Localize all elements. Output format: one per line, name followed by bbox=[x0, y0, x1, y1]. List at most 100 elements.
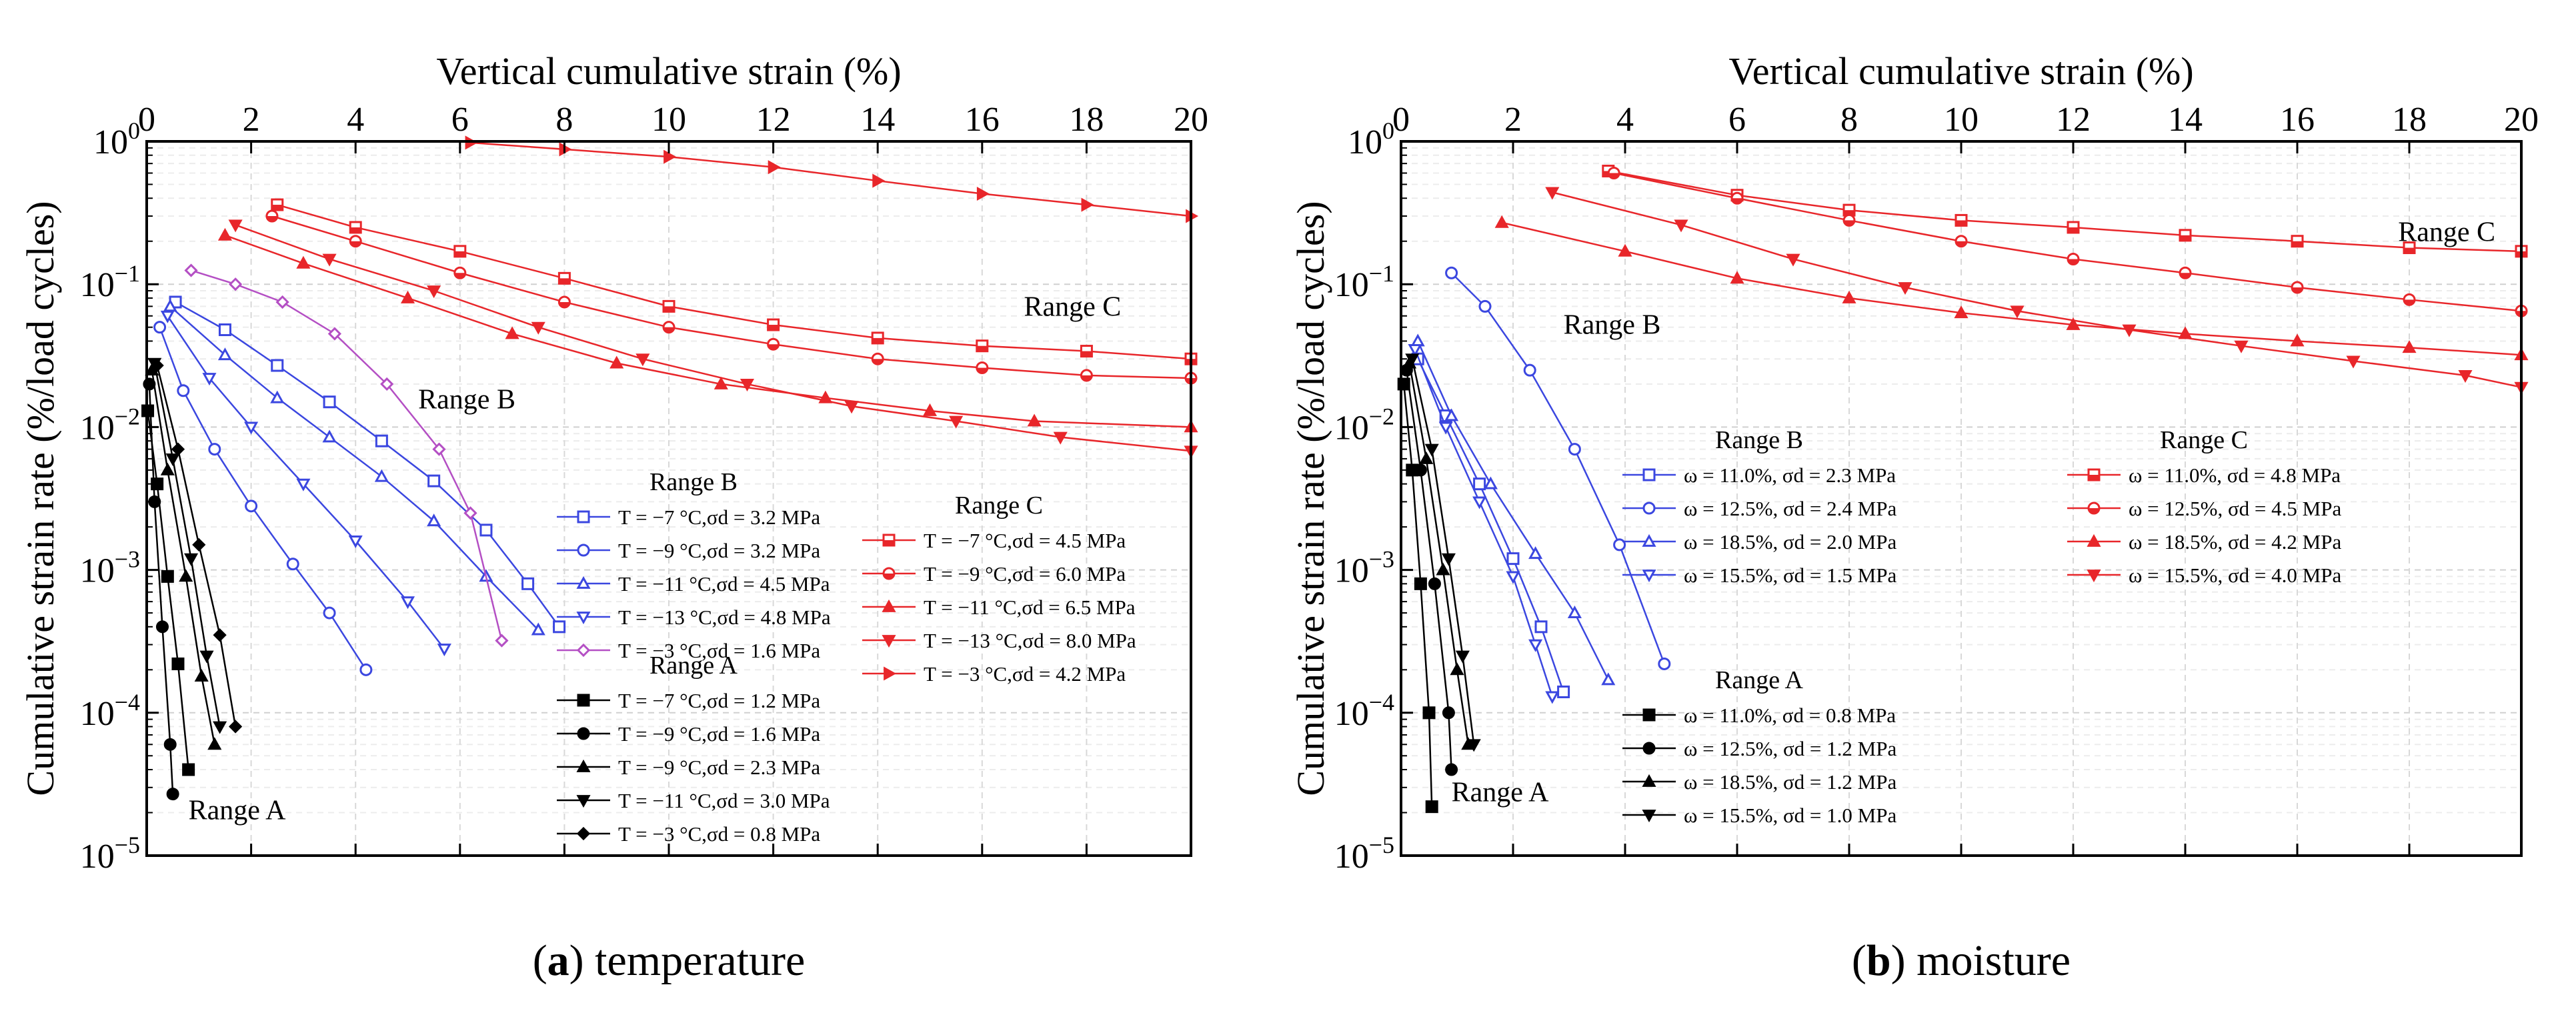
series-line bbox=[1450, 272, 1665, 664]
legend-marker bbox=[2087, 534, 2101, 547]
data-point-fill bbox=[872, 337, 884, 343]
caption-letter: b bbox=[1866, 936, 1891, 985]
data-point bbox=[218, 323, 231, 336]
series-b-0 bbox=[169, 295, 566, 634]
data-point-fill bbox=[1081, 375, 1092, 381]
legend-range-a: Range A ω = 11.0%, σd = 0.8 MPa ω = 12.5%,… bbox=[1622, 666, 1896, 827]
x-tick-label: 8 bbox=[1840, 101, 1858, 139]
data-point bbox=[194, 669, 209, 682]
data-point bbox=[323, 395, 336, 409]
data-point bbox=[1405, 353, 1420, 367]
x-tick-label: 10 bbox=[652, 101, 686, 139]
legend-marker bbox=[1642, 570, 1656, 583]
data-point bbox=[1425, 800, 1438, 814]
y-tick-label: 100 bbox=[93, 117, 140, 161]
legend-range-b: Range B T = −7 °C,σd = 3.2 MPa T = −9 °C,σ… bbox=[557, 468, 831, 662]
data-point bbox=[207, 737, 222, 750]
data-point bbox=[635, 353, 650, 367]
y-tick-label: 10−1 bbox=[80, 260, 140, 304]
legend-marker bbox=[577, 727, 590, 740]
y-tick-label: 10−3 bbox=[1334, 546, 1394, 590]
data-point bbox=[1506, 571, 1520, 584]
data-point bbox=[160, 462, 175, 475]
data-point bbox=[1444, 408, 1459, 421]
data-point bbox=[922, 403, 938, 416]
data-point bbox=[505, 326, 519, 339]
data-point bbox=[427, 285, 441, 299]
data-point bbox=[400, 596, 415, 610]
data-point bbox=[463, 506, 477, 520]
data-point bbox=[270, 390, 285, 403]
legend-marker bbox=[1642, 810, 1656, 823]
y-tick-label: 100 bbox=[1348, 117, 1394, 161]
data-point bbox=[1528, 546, 1543, 560]
panel-a-temperature: 0 2 4 6 8 10 12 14 16 18 20 Vertical cumulative str… bbox=[19, 49, 1208, 985]
range-label: Range C bbox=[1024, 292, 1121, 323]
x-tick-label: 6 bbox=[451, 101, 469, 139]
x-tick-label: 20 bbox=[1174, 101, 1208, 139]
legend-entry: T = −11 °C,σd = 3.0 MPa bbox=[618, 789, 830, 812]
series-b-2 bbox=[163, 299, 545, 636]
x-axis-title: Vertical cumulative strain (%) bbox=[1728, 49, 2193, 93]
data-point bbox=[150, 358, 164, 373]
data-point-fill bbox=[2292, 287, 2303, 293]
x-tick-label: 2 bbox=[1504, 101, 1522, 139]
data-point bbox=[165, 453, 180, 467]
data-point bbox=[1442, 706, 1455, 720]
legend-entry: T = −9 °C,σd = 3.2 MPa bbox=[618, 539, 820, 562]
data-point bbox=[177, 384, 190, 397]
data-point bbox=[1568, 443, 1581, 456]
legend-entry: ω = 12.5%, σd = 1.2 MPa bbox=[1684, 737, 1896, 760]
data-point bbox=[1842, 290, 1856, 303]
data-point bbox=[1450, 662, 1464, 676]
data-point-fill bbox=[559, 278, 570, 284]
y-tick-label: 10−4 bbox=[80, 689, 140, 733]
series-c-10 bbox=[271, 198, 1198, 365]
series-line bbox=[271, 215, 1192, 379]
legend-entry: ω = 15.5%, σd = 4.0 MPa bbox=[2129, 564, 2341, 587]
data-point bbox=[531, 321, 545, 335]
data-point bbox=[1466, 739, 1481, 752]
data-point bbox=[495, 634, 509, 648]
data-point bbox=[1567, 605, 1582, 618]
series-line bbox=[1608, 170, 2522, 253]
legend-entry: ω = 12.5%, σd = 2.4 MPa bbox=[1684, 497, 1896, 520]
data-point bbox=[1494, 215, 1509, 228]
series-line bbox=[277, 203, 1192, 360]
data-point bbox=[521, 577, 535, 590]
x-tick-label: 20 bbox=[2504, 101, 2539, 139]
data-point bbox=[1445, 763, 1458, 776]
data-point bbox=[2290, 333, 2305, 347]
data-point-fill bbox=[266, 216, 277, 222]
series-c-12 bbox=[217, 227, 1198, 433]
data-point bbox=[1545, 691, 1560, 704]
data-point bbox=[2234, 340, 2249, 353]
x-tick-label: 4 bbox=[347, 101, 364, 139]
data-point bbox=[375, 434, 388, 447]
data-point bbox=[155, 620, 169, 634]
range-label: Range B bbox=[1564, 309, 1661, 340]
series-c-9 bbox=[1607, 167, 2528, 317]
legend-marker-fill bbox=[2089, 475, 2099, 480]
data-point bbox=[427, 514, 441, 527]
data-point-fill bbox=[976, 367, 988, 373]
legend-marker bbox=[1642, 774, 1656, 787]
data-point bbox=[664, 149, 677, 164]
legend-entry: T = −7 °C,σd = 1.2 MPa bbox=[618, 689, 820, 712]
x-tick-label: 0 bbox=[138, 101, 155, 139]
data-point bbox=[1786, 253, 1800, 267]
data-point-fill bbox=[454, 251, 465, 257]
data-point bbox=[1422, 706, 1436, 720]
legend-entry: ω = 15.5%, σd = 1.0 MPa bbox=[1684, 804, 1896, 827]
data-point bbox=[323, 606, 336, 620]
data-point bbox=[1618, 243, 1632, 257]
x-tick-label: 16 bbox=[965, 101, 1000, 139]
data-point-fill bbox=[2068, 259, 2079, 265]
legend-marker bbox=[1642, 501, 1656, 515]
legend-marker bbox=[1642, 742, 1656, 755]
data-point-fill bbox=[1081, 351, 1092, 357]
range-label: Range C bbox=[2398, 217, 2495, 248]
legend-marker bbox=[576, 795, 591, 808]
legend-heading: Range A bbox=[1715, 666, 1803, 694]
data-point bbox=[531, 622, 545, 636]
